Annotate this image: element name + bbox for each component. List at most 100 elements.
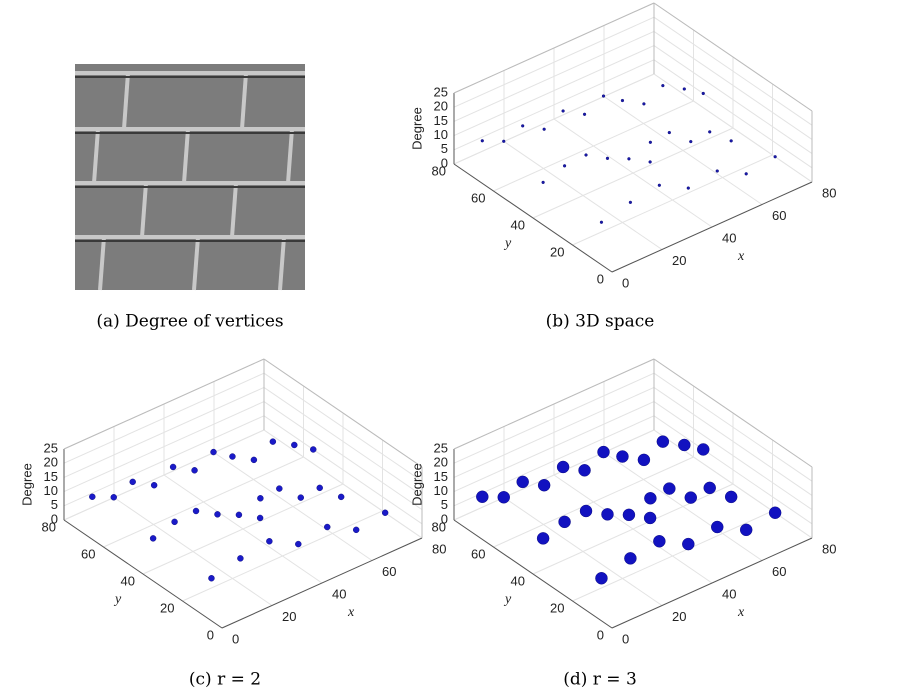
- z-tick-label: 25: [434, 440, 448, 455]
- point: [502, 139, 506, 143]
- point: [628, 200, 632, 204]
- caption: (c) r = 2: [189, 670, 261, 690]
- grid-line: [453, 16, 655, 108]
- x-tick-label: 40: [722, 586, 736, 601]
- grid-line: [493, 100, 694, 192]
- point: [235, 511, 243, 519]
- grid-line: [453, 372, 655, 464]
- point: [657, 183, 661, 187]
- point: [622, 508, 636, 522]
- z-tick-label: 10: [434, 483, 448, 498]
- x-tick-label: 20: [672, 253, 686, 268]
- caption: (a) Degree of vertices: [96, 312, 283, 332]
- grid-line: [653, 16, 813, 126]
- point: [537, 479, 551, 492]
- box-edge: [653, 358, 813, 468]
- grid-line: [63, 401, 265, 493]
- grid-line: [532, 127, 734, 219]
- point: [729, 139, 733, 143]
- point: [624, 552, 637, 565]
- z-tick-label: 0: [441, 511, 448, 526]
- point: [648, 140, 652, 144]
- point: [703, 481, 716, 495]
- point: [171, 518, 178, 526]
- point: [601, 94, 606, 98]
- box-edge: [453, 358, 655, 450]
- point: [701, 91, 705, 96]
- z-tick-label: 5: [441, 141, 448, 156]
- grid-line: [182, 510, 383, 602]
- point: [295, 540, 302, 548]
- grid-line: [653, 73, 813, 183]
- x-axis-label: x: [347, 605, 355, 620]
- z-tick-label: 15: [434, 469, 448, 484]
- point: [541, 180, 545, 184]
- point: [744, 172, 748, 176]
- grid-line: [103, 456, 304, 548]
- box-edge: [453, 2, 655, 94]
- point: [627, 157, 631, 161]
- x-tick-label: 40: [332, 586, 346, 601]
- point: [711, 520, 724, 534]
- x-tick-label: 80: [432, 541, 446, 556]
- point: [773, 155, 777, 159]
- point: [584, 153, 588, 157]
- grid-line: [453, 415, 655, 507]
- y-tick-label: 20: [550, 600, 564, 615]
- z-tick-label: 10: [434, 127, 448, 142]
- axis-line: [453, 163, 613, 273]
- grid-line: [263, 429, 423, 539]
- point: [516, 475, 529, 489]
- z-tick-label: 25: [434, 84, 448, 99]
- y-tick-label: 80: [432, 163, 446, 178]
- grid-line: [63, 386, 265, 478]
- axis-line: [63, 519, 223, 629]
- caption: (d) r = 3: [563, 670, 637, 690]
- point: [637, 453, 651, 467]
- point: [381, 509, 389, 516]
- point: [684, 491, 697, 504]
- z-tick-label: 15: [44, 469, 58, 484]
- x-tick-label: 20: [282, 609, 296, 624]
- box-edge: [653, 2, 813, 112]
- grid-line: [63, 372, 265, 464]
- y-tick-label: 40: [511, 573, 525, 588]
- grid-line: [63, 415, 265, 507]
- grid-line: [263, 415, 423, 525]
- y-tick-label: 0: [597, 271, 604, 286]
- grid-line: [653, 30, 813, 140]
- point: [653, 535, 666, 548]
- point: [558, 515, 571, 529]
- grid-line: [653, 386, 813, 496]
- point: [266, 538, 273, 545]
- x-tick-label: 40: [722, 230, 736, 245]
- grid-line: [653, 59, 813, 169]
- z-tick-label: 5: [441, 497, 448, 512]
- point: [644, 492, 657, 505]
- grid-line: [453, 73, 655, 165]
- point: [740, 523, 753, 537]
- grid-line: [493, 456, 694, 548]
- point: [643, 511, 657, 525]
- point: [561, 109, 565, 113]
- x-tick-label: 80: [822, 185, 836, 200]
- x-tick-label: 0: [232, 631, 239, 646]
- y-tick-label: 0: [207, 627, 214, 642]
- x-tick-label: 0: [622, 631, 629, 646]
- y-axis-label: y: [503, 236, 512, 251]
- point: [601, 508, 614, 521]
- point: [480, 139, 484, 143]
- x-tick-label: 60: [382, 564, 396, 579]
- point: [697, 443, 710, 456]
- axis-line: [611, 181, 813, 273]
- point: [582, 112, 587, 116]
- x-axis-label: x: [737, 605, 745, 620]
- x-tick-label: 60: [772, 208, 786, 223]
- point: [682, 87, 686, 91]
- grid-line: [532, 483, 734, 575]
- point: [214, 511, 221, 518]
- point: [191, 467, 198, 474]
- box-edge: [63, 358, 265, 450]
- y-tick-label: 20: [160, 600, 174, 615]
